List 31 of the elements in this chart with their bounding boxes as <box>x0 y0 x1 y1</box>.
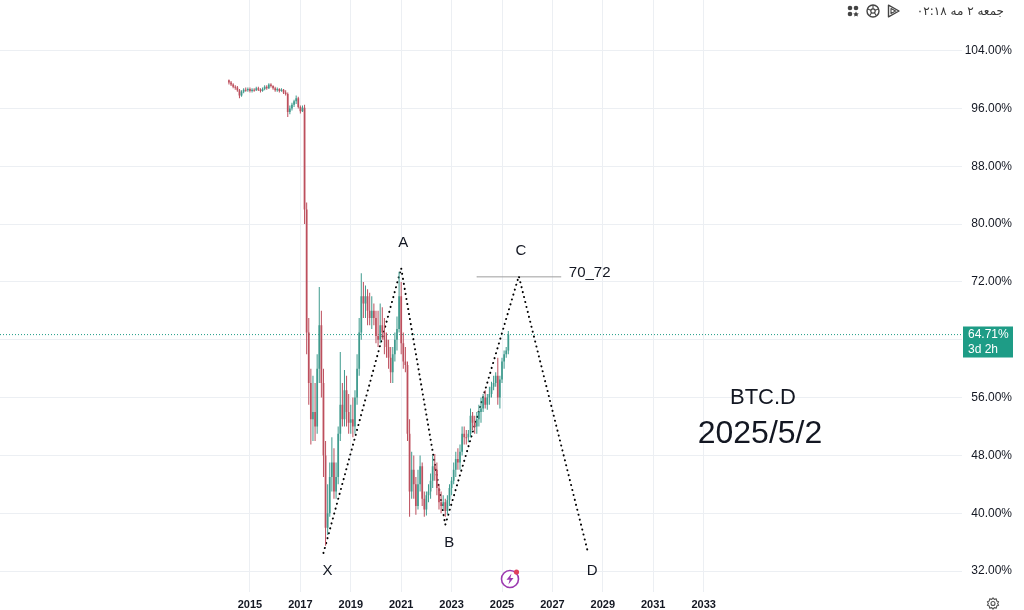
y-tick-label: 88.00% <box>971 158 1013 173</box>
annotation: 2025/5/2 <box>696 413 824 451</box>
x-tick-label: 2015 <box>237 597 263 610</box>
annotation: B <box>444 532 455 550</box>
y-tick-label: 96.00% <box>971 100 1013 115</box>
annotation: C <box>515 241 527 259</box>
annotation: D <box>586 561 598 579</box>
x-tick-label: 2025 <box>489 597 515 610</box>
x-tick-label: 2017 <box>288 597 313 610</box>
annotation: جمعه ۲ مه ۰۲:۱۸ <box>916 3 1004 19</box>
y-tick-label: 40.00% <box>971 505 1013 520</box>
annotation: BTC.D <box>729 384 797 410</box>
text: 3d 2h <box>968 341 999 356</box>
x-tick-label: 2031 <box>640 597 666 610</box>
x-tick-label: 2029 <box>590 597 616 610</box>
ref-line-label: 64.71% <box>968 326 1010 341</box>
x-tick-label: 2033 <box>691 597 716 610</box>
x-tick-label: 2027 <box>540 597 565 610</box>
annotation: A <box>398 233 409 251</box>
y-tick-label: 80.00% <box>971 216 1013 231</box>
y-tick-label: 104.00% <box>964 42 1013 57</box>
annotation: X <box>322 561 333 579</box>
x-tick-label: 2021 <box>388 597 414 610</box>
annotation: 70_72 <box>568 262 611 280</box>
x-tick-label: 2023 <box>439 597 464 610</box>
y-tick-label: 48.00% <box>971 447 1013 462</box>
y-tick-label: 72.00% <box>971 274 1013 289</box>
x-tick-label: 2019 <box>338 597 364 610</box>
candlestick <box>480 397 482 423</box>
y-tick-label: 32.00% <box>971 563 1013 578</box>
y-tick-label: 56.00% <box>971 389 1013 404</box>
